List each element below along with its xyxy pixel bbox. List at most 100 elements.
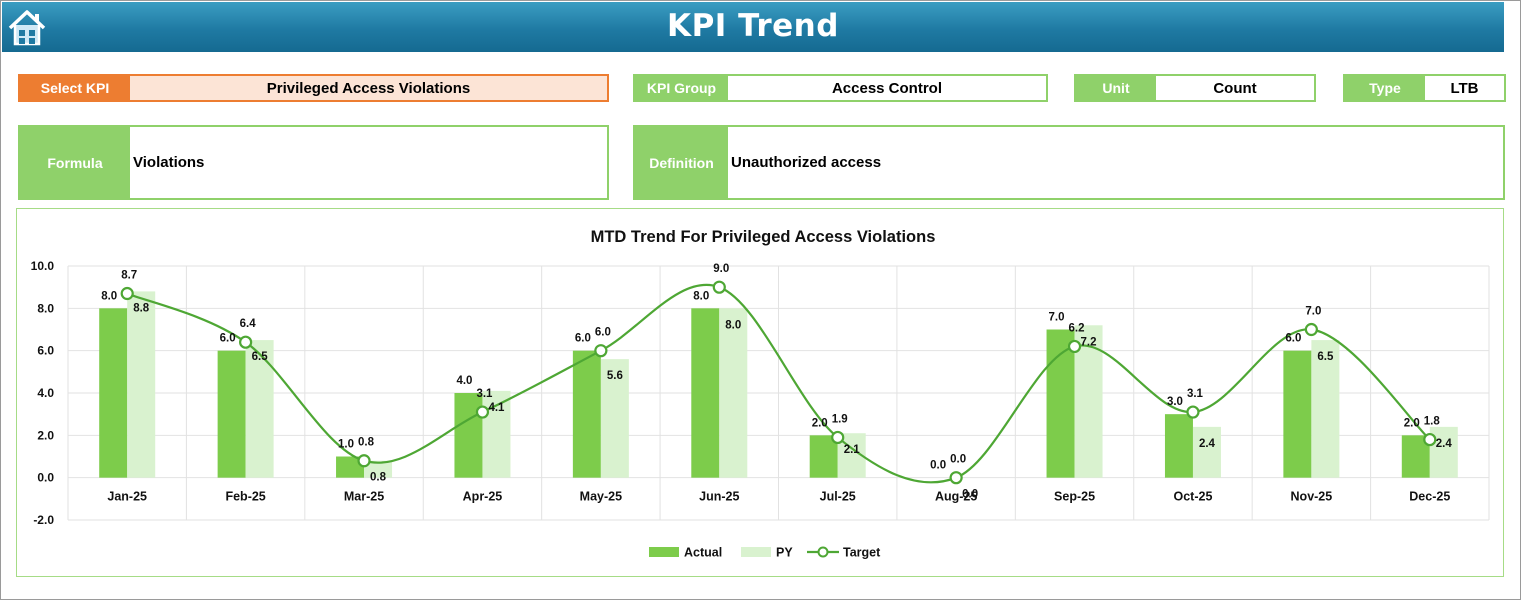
- x-tick-label: Jan-25: [107, 490, 147, 504]
- target-point: [357, 454, 371, 468]
- bar-actual: [217, 350, 246, 478]
- target-point: [1186, 405, 1200, 419]
- target-point: [239, 335, 253, 349]
- data-label-actual: 2.0: [812, 417, 828, 429]
- data-label-py: 4.1: [488, 402, 505, 414]
- formula-field: Formula Violations: [18, 125, 609, 200]
- bar-actual: [691, 308, 720, 478]
- y-tick-label: 6.0: [37, 344, 54, 358]
- data-label-target: 6.0: [595, 327, 611, 339]
- data-label-py: 0.8: [370, 472, 387, 484]
- target-point: [475, 405, 490, 419]
- data-label-py: 6.5: [252, 351, 269, 363]
- legend-label-py: PY: [776, 546, 793, 560]
- bar-actual: [572, 350, 601, 478]
- x-tick-label: Sep-25: [1054, 490, 1095, 504]
- legend-label-target: Target: [843, 546, 881, 560]
- data-label-py: 2.1: [844, 444, 861, 456]
- type-label: Type: [1345, 76, 1425, 100]
- data-label-actual: 7.0: [1049, 312, 1065, 324]
- select-kpi-label: Select KPI: [20, 76, 130, 100]
- data-label-py: 8.8: [133, 302, 150, 314]
- data-label-target: 0.8: [358, 437, 375, 449]
- data-label-py: 5.6: [607, 370, 623, 382]
- data-label-actual: 8.0: [693, 290, 709, 302]
- bar-py: [1192, 426, 1221, 478]
- page-title: KPI Trend: [667, 8, 839, 44]
- header-banner: KPI Trend: [2, 2, 1504, 52]
- data-label-actual: 1.0: [338, 439, 354, 451]
- x-tick-label: Feb-25: [225, 490, 265, 504]
- definition-value: Unauthorized access: [731, 154, 882, 171]
- x-tick-label: Nov-25: [1291, 490, 1333, 504]
- data-label-py: 7.2: [1081, 336, 1097, 348]
- data-label-actual: 8.0: [101, 290, 117, 302]
- target-point: [949, 471, 963, 485]
- data-label-target: 0.0: [950, 454, 966, 466]
- unit-value: Count: [1213, 79, 1257, 97]
- definition-label: Definition: [635, 127, 728, 198]
- bar-py: [364, 460, 393, 478]
- type-field: Type LTB: [1343, 74, 1506, 102]
- x-tick-label: Jul-25: [820, 490, 856, 504]
- legend-label-actual: Actual: [684, 546, 722, 560]
- data-label-actual: 0.0: [930, 460, 946, 472]
- data-label-py: 2.4: [1199, 438, 1216, 450]
- data-label-target: 3.1: [1187, 388, 1204, 400]
- data-label-target: 6.4: [240, 318, 257, 330]
- data-label-actual: 6.0: [575, 333, 591, 345]
- unit-field: Unit Count: [1074, 74, 1316, 102]
- data-label-actual: 3.0: [1167, 396, 1183, 408]
- home-icon[interactable]: [6, 6, 48, 48]
- target-point: [831, 430, 845, 445]
- data-label-py: 8.0: [725, 319, 741, 331]
- bar-py: [1311, 340, 1340, 478]
- bar-py: [600, 359, 629, 478]
- bar-actual: [454, 393, 483, 478]
- bar-py: [719, 308, 748, 478]
- data-label-actual: 6.0: [220, 333, 236, 345]
- target-point: [712, 280, 726, 294]
- bar-actual: [336, 456, 365, 478]
- y-tick-label: 0.0: [37, 471, 54, 485]
- y-tick-label: 10.0: [31, 259, 55, 273]
- data-label-target: 7.0: [1305, 306, 1321, 318]
- y-tick-label: 8.0: [37, 301, 54, 315]
- kpi-group-field: KPI Group Access Control: [633, 74, 1048, 102]
- x-tick-label: Mar-25: [344, 490, 384, 504]
- target-point: [594, 344, 608, 358]
- data-label-py: 0.0: [962, 489, 978, 501]
- bar-py: [127, 291, 156, 478]
- data-label-target: 1.9: [832, 413, 848, 425]
- formula-value: Violations: [133, 154, 205, 171]
- data-label-py: 2.4: [1436, 438, 1453, 450]
- bar-actual: [1283, 350, 1312, 478]
- select-kpi-value[interactable]: Privileged Access Violations: [130, 76, 607, 100]
- legend-marker-target: [817, 546, 829, 558]
- bar-actual: [99, 308, 128, 478]
- kpi-group-label: KPI Group: [635, 76, 728, 100]
- chart-title: MTD Trend For Privileged Access Violatio…: [591, 228, 936, 246]
- target-line: [126, 283, 1431, 484]
- x-tick-label: Aug-25: [935, 490, 977, 504]
- target-point: [120, 286, 134, 301]
- legend-swatch-actual: [649, 547, 679, 557]
- mtd-trend-chart: MTD Trend For Privileged Access Violatio…: [31, 228, 1490, 560]
- kpi-group-value: Access Control: [831, 79, 943, 97]
- data-label-actual: 6.0: [1285, 333, 1301, 345]
- x-tick-label: Oct-25: [1174, 490, 1213, 504]
- x-tick-label: May-25: [580, 490, 622, 504]
- y-tick-label: 2.0: [37, 428, 54, 442]
- type-value: LTB: [1450, 79, 1479, 97]
- select-kpi-field[interactable]: Select KPI Privileged Access Violations: [18, 74, 609, 102]
- x-tick-label: Apr-25: [463, 490, 503, 504]
- definition-field: Definition Unauthorized access: [633, 125, 1505, 200]
- data-label-target: 8.7: [121, 270, 137, 282]
- data-label-target: 1.8: [1424, 416, 1441, 428]
- legend-swatch-py: [741, 547, 771, 557]
- y-tick-label: 4.0: [37, 386, 54, 400]
- formula-label: Formula: [20, 127, 130, 198]
- unit-label: Unit: [1076, 76, 1156, 100]
- data-label-py: 6.5: [1317, 351, 1334, 363]
- data-label-target: 6.2: [1069, 322, 1085, 334]
